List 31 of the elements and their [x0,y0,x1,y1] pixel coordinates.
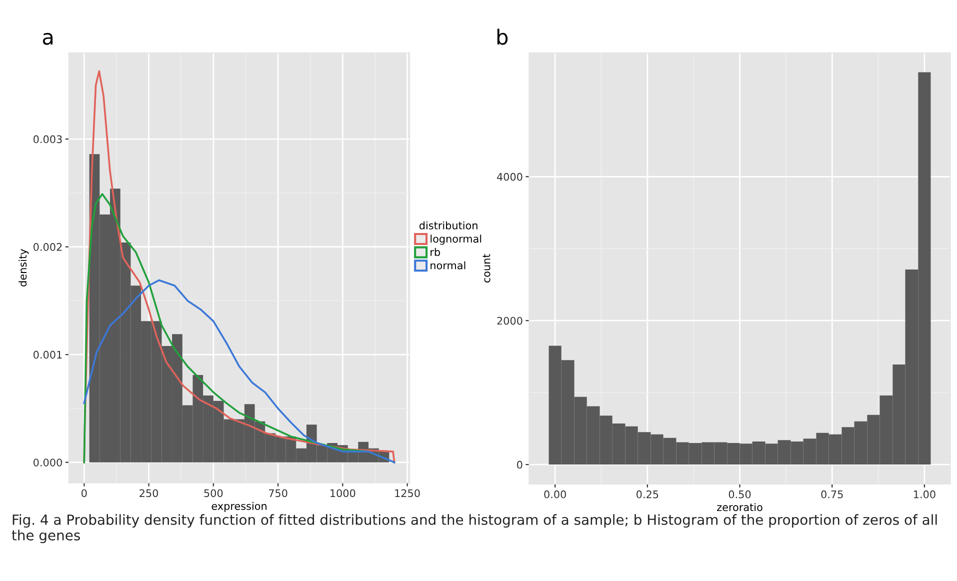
y-axis-title: count [482,254,490,283]
line-series [83,70,396,464]
y-tick-label: 0.002 [34,243,62,251]
x-tick-label: 0.75 [821,490,843,498]
x-tick-label: 500 [204,489,223,498]
y-tick-label: 0.001 [34,350,62,359]
x-tick-label: 0.00 [544,490,566,498]
chart-title: a [42,32,53,45]
x-tick-label: 0 [82,489,87,498]
y-tick-label: 0 [517,460,522,469]
y-tick-label: 2000 [497,316,522,325]
legend-title: distribution [419,221,478,230]
caption: Fig. 4 a Probability density function of fitted distributions and the histogram of a sample; b Histogram of the proportion of zeros of all the genes [12,514,937,544]
legend-label: lognormal [430,234,482,245]
x-tick-label: 1.00 [914,490,936,498]
x-tick-label: 0.25 [636,490,658,498]
line-series [83,279,396,464]
legend-label: normal [430,261,466,270]
chart-title: b [497,28,508,45]
x-tick-label: 0.50 [728,490,751,498]
x-tick-label: 1000 [330,489,356,498]
y-tick-label: 0.003 [34,135,62,144]
x-tick-label: 1250 [395,489,420,498]
x-axis-title: zeroratio [717,503,762,512]
x-tick-label: 250 [140,489,158,498]
y-axis-title: density [18,249,29,286]
x-axis-title: expression [212,502,266,512]
y-tick-label: 4000 [496,172,522,181]
x-tick-label: 750 [268,489,288,498]
legend-label: rb [430,248,440,256]
y-tick-label: 0.000 [34,458,62,466]
